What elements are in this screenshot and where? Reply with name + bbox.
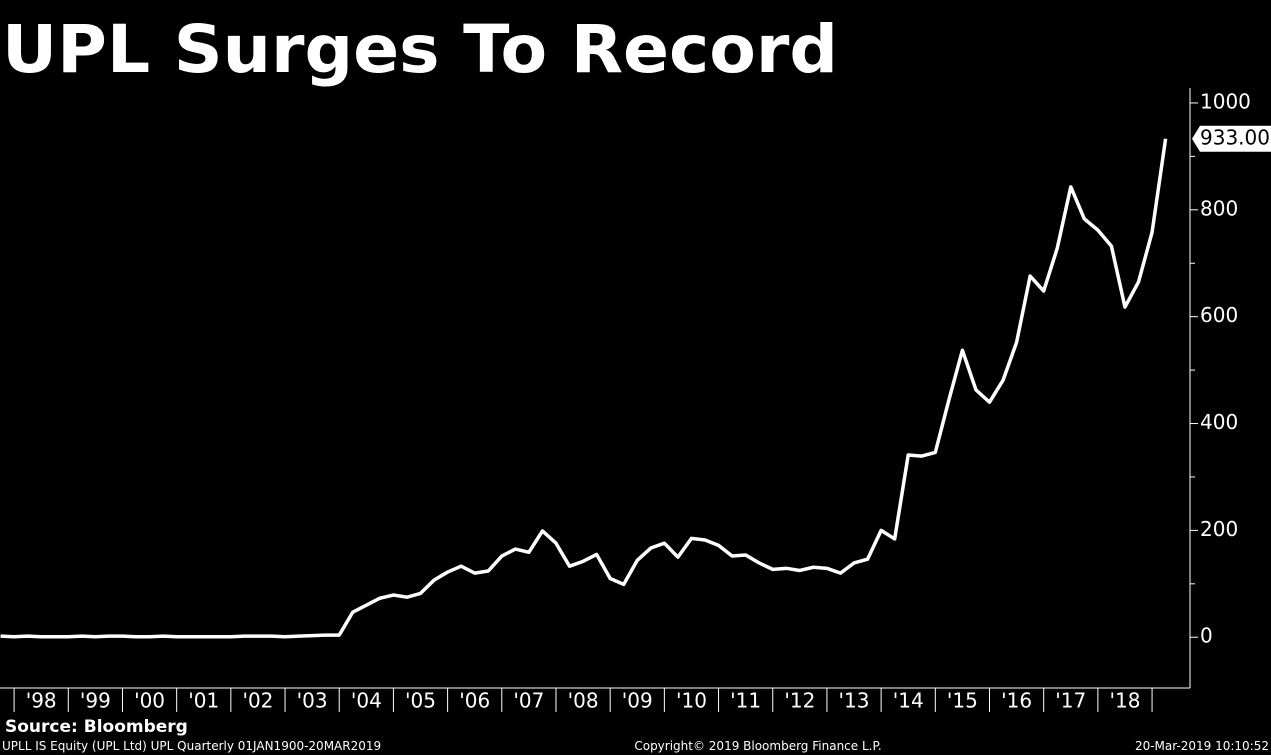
y-tick-label: 600: [1200, 303, 1238, 327]
x-tick-label: '03: [297, 689, 328, 713]
x-tick-label: '13: [839, 689, 870, 713]
x-tick-label: '08: [568, 689, 599, 713]
x-tick-label: '05: [405, 689, 436, 713]
x-tick-label: '09: [622, 689, 653, 713]
x-tick-label: '11: [730, 689, 761, 713]
footer-center: Copyright© 2019 Bloomberg Finance L.P.: [634, 739, 881, 753]
x-tick-label: '15: [947, 689, 978, 713]
x-tick-label: '01: [188, 689, 219, 713]
source: Source: Bloomberg: [5, 717, 188, 737]
x-tick-label: '17: [1055, 689, 1086, 713]
x-tick-label: '02: [242, 689, 273, 713]
y-tick-label: 400: [1200, 410, 1238, 434]
last-value-label: 933.00: [1200, 125, 1270, 149]
x-tick-label: '07: [513, 689, 544, 713]
last-value-box: [1192, 125, 1271, 152]
x-tick-label: '99: [80, 689, 111, 713]
x-tick-label: '06: [459, 689, 490, 713]
x-tick-label: '12: [784, 689, 815, 713]
x-tick-label: '18: [1109, 689, 1140, 713]
y-tick-label: 0: [1200, 624, 1213, 648]
chart-title: UPL Surges To Record: [2, 11, 838, 88]
price-line: [0, 138, 1168, 639]
x-tick-label: '16: [1001, 689, 1032, 713]
footer-right: 20-Mar-2019 10:10:52: [1135, 739, 1269, 753]
x-tick-label: '04: [351, 689, 382, 713]
footer-left: UPLL IS Equity (UPL Ltd) UPL Quarterly 0…: [2, 739, 381, 753]
y-tick-label: 200: [1200, 517, 1238, 541]
x-tick-label: '14: [893, 689, 924, 713]
x-tick-label: '98: [26, 689, 57, 713]
x-tick-label: '10: [676, 689, 707, 713]
x-tick-label: '00: [134, 689, 165, 713]
y-tick-label: 1000: [1200, 89, 1251, 113]
y-tick-label: 800: [1200, 196, 1238, 220]
